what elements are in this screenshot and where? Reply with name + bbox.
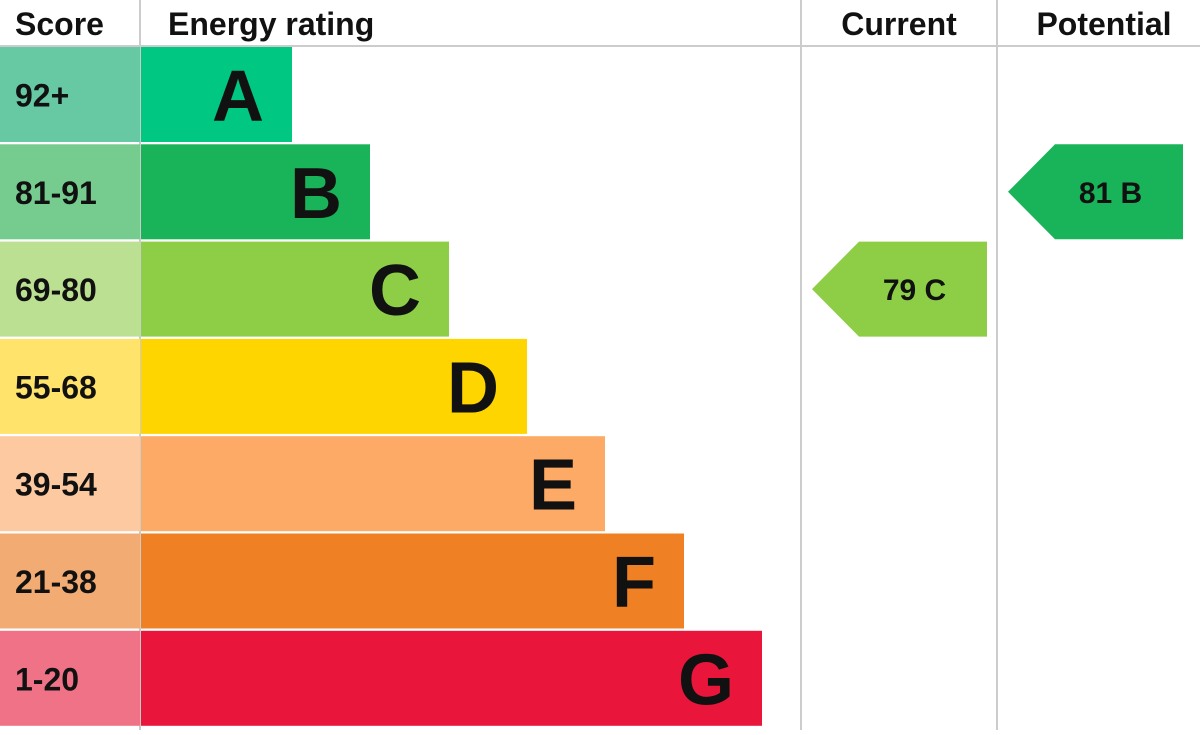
score-range-A: 92+ [15,78,69,114]
band-letter-D: D [447,348,499,428]
score-cell-C [0,241,140,337]
band-letter-A: A [212,57,264,137]
score-range-G: 1-20 [15,661,79,697]
score-cell-G [0,630,140,726]
score-cell-A [0,47,140,142]
band-bar-A [141,47,292,142]
band-bar-D [141,338,527,434]
band-bar-B [141,144,370,240]
band-letter-E: E [529,446,577,526]
score-range-E: 39-54 [15,467,97,503]
score-cell-B [0,144,140,240]
current-rating-arrow [812,241,987,337]
header-potential: Potential [1036,6,1171,42]
score-range-C: 69-80 [15,272,97,308]
score-cell-E [0,436,140,532]
score-range-F: 21-38 [15,564,97,600]
potential-rating-arrow [1008,144,1183,240]
current-rating-label: 79 C [883,274,946,307]
band-letter-B: B [290,154,342,234]
band-letter-F: F [612,543,656,623]
band-letter-G: G [678,640,734,720]
score-range-B: 81-91 [15,175,97,211]
potential-rating-label: 81 B [1079,177,1142,210]
band-bar-F [141,533,684,629]
header-current: Current [841,6,957,42]
band-bar-C [141,241,449,337]
score-cell-F [0,533,140,629]
band-bar-G [141,630,762,726]
band-letter-C: C [369,251,421,331]
band-bar-E [141,436,605,532]
header-score: Score [15,6,104,42]
score-cell-D [0,338,140,434]
score-range-D: 55-68 [15,369,97,405]
header-energy-rating: Energy rating [168,6,374,42]
